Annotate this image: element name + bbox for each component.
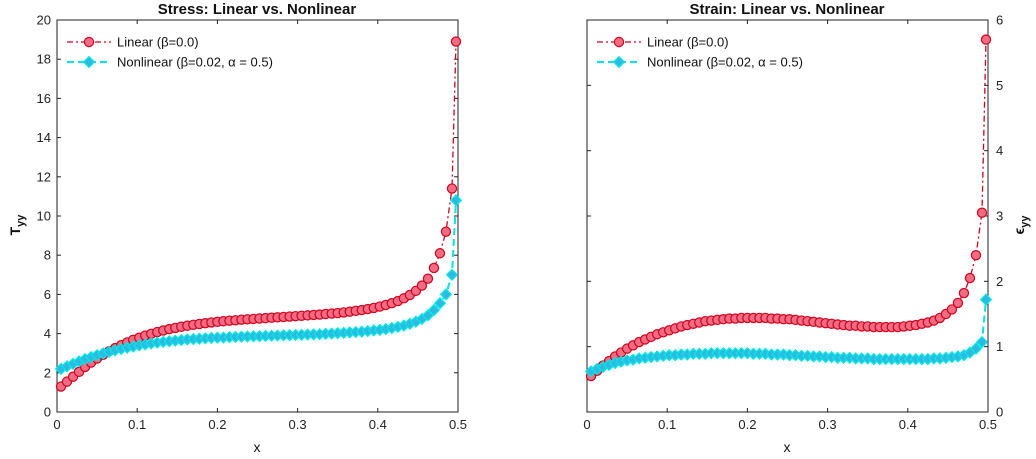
strain-x-axis-label: x — [784, 439, 791, 455]
strain-y-label-sub: yy — [1019, 215, 1031, 228]
strain-linear-point — [946, 304, 958, 315]
stress-y-tick-label: 12 — [37, 169, 51, 184]
stress-nonlinear-markers — [54, 194, 463, 376]
stress-legend: Linear (β=0.0) Nonlinear (β=0.02, α = 0.5… — [67, 35, 273, 70]
stress-legend-nonlinear-swatch-marker — [82, 55, 96, 69]
stress-y-label-sub: yy — [15, 214, 27, 227]
stress-legend-linear-swatch-marker — [83, 36, 95, 48]
stress-y-tick-label: 2 — [44, 365, 51, 380]
stress-y-tick-label: 8 — [44, 248, 51, 263]
stress-y-axis-label: Tyy — [7, 214, 27, 236]
strain-chart-title: Strain: Linear vs. Nonlinear — [689, 1, 884, 18]
strain-panel: Strain: Linear vs. Nonlinear 0 0.1 0.2 0.3 0… — [583, 1, 1031, 455]
strain-x-tick-label: 0.2 — [738, 417, 756, 432]
strain-linear-point — [976, 207, 988, 218]
strain-linear-point — [958, 287, 970, 299]
stress-y-tick-label: 16 — [37, 91, 51, 106]
stress-legend-linear-label: Linear (β=0.0) — [117, 35, 199, 50]
stress-y-tick-label: 0 — [44, 405, 51, 420]
strain-x-tick-label: 0 — [583, 417, 590, 432]
stress-plot-body: 0 0.1 0.2 0.3 0.4 0.5 0 2 4 6 8 10 12 14 16 18 20 Linear … — [37, 13, 468, 433]
strain-legend-linear-label: Linear (β=0.0) — [647, 35, 729, 50]
strain-linear-point — [964, 272, 976, 284]
strain-x-tick-label: 0.4 — [899, 417, 917, 432]
strain-y-label-main: ϵ — [1011, 227, 1027, 234]
strain-y-tick-label: 3 — [996, 209, 1003, 224]
stress-nonlinear-point — [433, 297, 447, 310]
strain-y-tick-label: 6 — [996, 13, 1003, 28]
strain-y-tick-label: 0 — [996, 405, 1003, 420]
stress-x-tick-label: 0.2 — [208, 417, 226, 432]
strain-legend-nonlinear-swatch-marker — [612, 55, 626, 69]
strain-nonlinear-point — [975, 335, 989, 349]
strain-nonlinear-point — [979, 293, 993, 306]
strain-linear-markers — [585, 34, 992, 382]
strain-linear-point — [970, 249, 982, 261]
strain-legend-linear-swatch-marker — [613, 36, 625, 48]
stress-nonlinear-point — [439, 288, 453, 301]
strain-y-tick-label: 1 — [996, 339, 1003, 354]
stress-nonlinear-point — [427, 303, 441, 317]
strain-legend: Linear (β=0.0) Nonlinear (β=0.02, α = 0.5… — [597, 35, 803, 70]
strain-linear-point — [952, 297, 964, 309]
stress-x-tick-label: 0.3 — [289, 417, 307, 432]
stress-panel: Stress: Linear vs. Nonlinear 0 0.1 0.2 0.3 0… — [7, 1, 467, 455]
stress-nonlinear-point — [445, 268, 459, 281]
stress-nonlinear-point — [449, 194, 463, 207]
stress-chart-title: Stress: Linear vs. Nonlinear — [158, 1, 357, 18]
strain-x-tick-label: 0.3 — [819, 417, 837, 432]
strain-y-tick-label: 4 — [996, 143, 1003, 158]
stress-y-tick-label: 14 — [37, 130, 51, 145]
stress-linear-point — [422, 273, 434, 284]
stress-linear-point — [446, 183, 458, 194]
stress-linear-point — [428, 262, 440, 274]
strain-legend-nonlinear-label: Nonlinear (β=0.02, α = 0.5) — [647, 55, 803, 70]
stress-linear-point — [416, 280, 428, 291]
stress-x-tick-label: 0 — [53, 417, 60, 432]
svg-text:ϵyy: ϵyy — [1011, 215, 1031, 235]
strain-y-tick-label: 2 — [996, 274, 1003, 289]
strain-linear-point — [980, 34, 992, 45]
strain-nonlinear-markers — [584, 293, 993, 378]
stress-y-tick-label: 6 — [44, 287, 51, 302]
stress-x-tick-label: 0.4 — [369, 417, 387, 432]
strain-y-axis-label: ϵyy — [1011, 215, 1031, 235]
strain-nonlinear-point — [969, 342, 983, 355]
strain-y-tick-label: 5 — [996, 78, 1003, 93]
stress-x-tick-label: 0.5 — [449, 417, 467, 432]
svg-text:Tyy: Tyy — [7, 214, 27, 236]
stress-y-tick-label: 20 — [37, 13, 51, 28]
stress-x-tick-label: 0.1 — [128, 417, 146, 432]
strain-x-tick-label: 0.1 — [658, 417, 676, 432]
stress-linear-point — [434, 248, 446, 259]
stress-linear-point — [440, 226, 452, 237]
stress-y-label-main: T — [7, 226, 23, 235]
stress-y-tick-label: 4 — [44, 326, 51, 341]
stress-y-tick-label: 18 — [37, 52, 51, 67]
stress-x-axis-label: x — [254, 439, 261, 455]
strain-x-tick-label: 0.5 — [979, 417, 997, 432]
stress-y-tick-label: 10 — [37, 209, 51, 224]
stress-linear-point — [450, 36, 462, 47]
stress-legend-nonlinear-label: Nonlinear (β=0.02, α = 0.5) — [117, 55, 273, 70]
